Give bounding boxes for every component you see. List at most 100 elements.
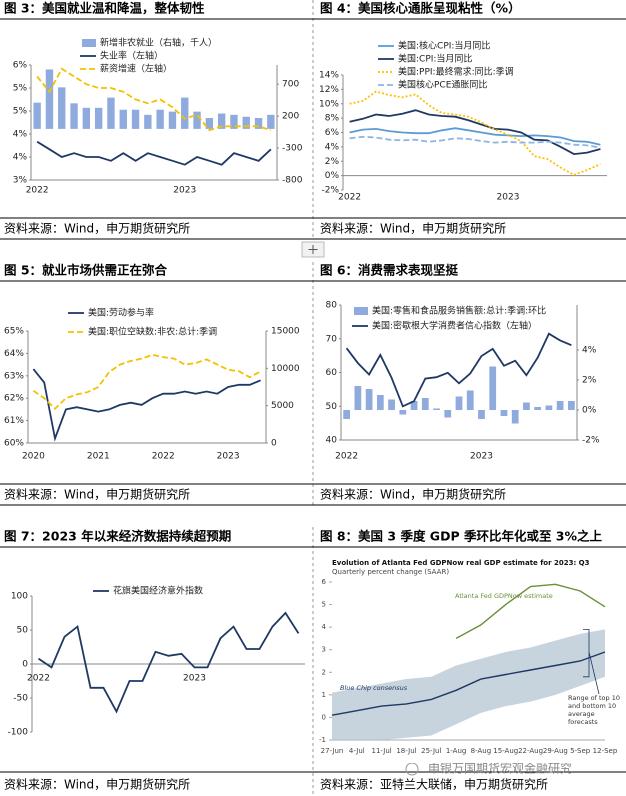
figure-title: 图 3：美国就业温和降温，整体韧性 — [4, 1, 205, 16]
bar — [343, 410, 350, 419]
x-tick-label: 4-Jul — [349, 747, 365, 755]
legend-swatch — [82, 39, 96, 47]
legend-label: 失业率（左轴） — [100, 50, 163, 62]
y-tick-label: 1 — [322, 691, 326, 699]
y2-tick-label: 2% — [582, 376, 597, 386]
x-tick-label: 2023 — [217, 452, 240, 462]
y2-tick-label: -2% — [582, 436, 600, 446]
y-tick-label: 65% — [4, 327, 24, 337]
y-tick-label: 100 — [11, 592, 28, 602]
bar — [33, 102, 41, 129]
y-tick-label: 60 — [326, 368, 338, 378]
legend-label: 新增非农就业（右轴，千人） — [100, 37, 217, 49]
bar — [58, 87, 66, 129]
bar — [478, 410, 485, 419]
line-series — [349, 127, 601, 146]
y-tick-label: 14% — [319, 71, 339, 81]
y-tick-label: 12% — [319, 85, 339, 95]
line-series — [349, 109, 601, 156]
y2-tick-label: -300 — [282, 144, 303, 154]
bar — [523, 402, 530, 410]
y-tick-label: -50 — [13, 694, 28, 704]
y-tick-label: 10% — [319, 99, 339, 109]
x-tick-label: 29-Aug — [543, 747, 568, 755]
y-tick-label: 5 — [322, 601, 326, 609]
bar — [193, 111, 201, 129]
bar — [45, 69, 54, 129]
y-tick-label: 0% — [325, 171, 340, 181]
line-series — [32, 368, 261, 442]
x-tick-label: 11-Jul — [371, 747, 391, 755]
y-tick-label: 4% — [325, 142, 340, 152]
rules — [0, 18, 626, 773]
x-tick-label: 2023 — [470, 452, 493, 462]
y-tick-label: 61% — [4, 416, 24, 426]
legend-swatch — [354, 307, 368, 315]
bar — [433, 408, 440, 410]
figure-title: 图 4：美国核心通胀呈现粘性（%） — [320, 1, 521, 16]
figure-title: 图 8：美国 3 季度 GDP 季环比年化或至 3%之上 — [320, 529, 603, 544]
x-tick-label: 2023 — [183, 674, 206, 684]
bar — [168, 111, 177, 129]
y-tick-label: 5% — [13, 84, 28, 94]
y-tick-label: 70 — [326, 334, 338, 344]
y-tick-label: 80 — [326, 301, 338, 311]
y-tick-label: 3 — [322, 646, 326, 654]
bar — [354, 386, 362, 410]
add-button[interactable] — [301, 241, 325, 258]
bar — [70, 103, 78, 129]
bar — [556, 401, 564, 410]
y-tick-label: 4 — [322, 623, 327, 631]
legend-label: 花旗美国经济意外指数 — [113, 585, 203, 597]
legend-label: 美国:密歇根大学消费者信心指数（左轴） — [372, 320, 537, 332]
x-tick-label: 2022 — [26, 186, 49, 196]
line-series — [37, 611, 300, 714]
y2-tick-label: 5000 — [271, 401, 294, 411]
figure-title: 图 5：就业市场供需正在弥合 — [4, 263, 168, 278]
bar — [131, 109, 140, 129]
inner-title: Evolution of Atlanta Fed GDPNow real GDP… — [332, 559, 590, 567]
bar — [455, 396, 463, 410]
y-tick-label: 4% — [13, 130, 28, 140]
bar — [421, 398, 429, 410]
legend-label: 美国:劳动参与率 — [88, 307, 154, 319]
bar — [376, 395, 384, 410]
bar — [568, 401, 575, 410]
bar — [489, 366, 497, 410]
legend-label: 美国:CPI:当月同比 — [398, 53, 472, 65]
y2-tick-label: 200 — [282, 112, 299, 122]
x-tick-label: 18-Jul — [396, 747, 416, 755]
x-tick-label: 2022 — [335, 452, 358, 462]
figure-source: 资料来源：Wind，申万期货研究所 — [4, 487, 190, 502]
figure-source: 资料来源：Wind，申万期货研究所 — [320, 487, 506, 502]
bar — [144, 114, 152, 129]
y-tick-label: 50 — [17, 626, 29, 636]
y2-tick-label: 10000 — [271, 364, 300, 374]
subtitle: Quarterly percent change (SAAR) — [332, 568, 449, 576]
legend-label: 薪资增速（左轴） — [100, 63, 172, 75]
legend-label: 美国:零售和食品服务销售额:总计:季调:环比 — [372, 305, 546, 317]
y-tick-label: 8% — [325, 114, 340, 124]
bar — [466, 390, 474, 410]
line-series — [36, 140, 272, 166]
watermark: 申银万国期货宏观金融研究 — [428, 761, 572, 776]
bar — [399, 410, 407, 415]
bar — [242, 116, 250, 129]
y-tick-label: 6% — [325, 128, 340, 138]
figure-title: 图 6：消费需求表现坚挺 — [320, 263, 459, 278]
x-tick-label: 2020 — [22, 452, 45, 462]
y-tick-label: 60% — [4, 439, 24, 449]
y-tick-label: 0 — [22, 660, 28, 670]
bar — [94, 107, 103, 129]
y2-tick-label: 0 — [271, 439, 277, 449]
legend-label: 美国:PPI:最终需求:同比:季调 — [398, 66, 514, 78]
y-tick-label: -2% — [321, 186, 339, 196]
line-series — [32, 353, 262, 410]
y-tick-label: 40 — [326, 436, 338, 446]
bar — [267, 114, 275, 129]
bar — [217, 113, 226, 129]
x-tick-label: 8-Aug — [471, 747, 492, 755]
y-tick-label: 62% — [4, 394, 24, 404]
x-tick-label: 2023 — [173, 186, 196, 196]
